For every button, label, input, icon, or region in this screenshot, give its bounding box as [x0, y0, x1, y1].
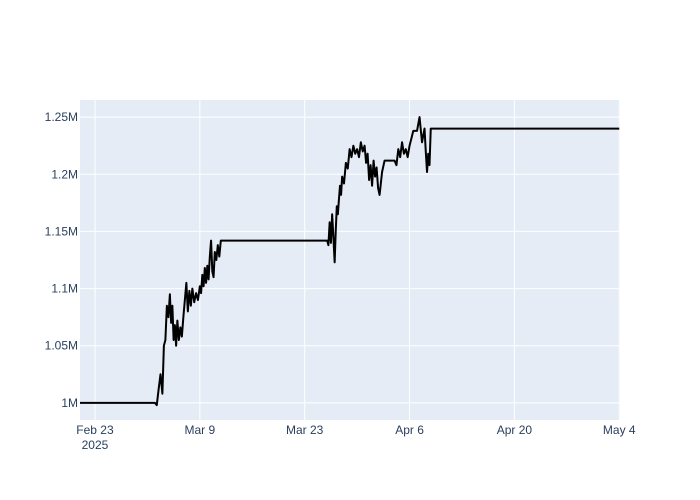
x-tick-label: Mar 9 [184, 423, 215, 437]
y-axis-ticks: 1M 1.05M 1.1M 1.15M 1.2M 1.25M [45, 110, 78, 410]
grid-lines [80, 100, 620, 420]
series-line-0 [80, 116, 620, 407]
x-tick-label: May 4 [603, 423, 636, 437]
y-tick-label: 1.25M [45, 110, 78, 124]
y-tick-label: 1.15M [45, 224, 78, 238]
y-tick-label: 1.2M [51, 167, 78, 181]
x-tick-label: Apr 20 [497, 423, 533, 437]
series-line-layer [80, 116, 620, 407]
x-tick-label: Feb 23 [76, 423, 114, 437]
x-tick-label: Apr 6 [395, 423, 424, 437]
plot-background [80, 100, 620, 420]
x-tick-label: Mar 23 [286, 423, 324, 437]
y-tick-label: 1M [61, 396, 78, 410]
y-tick-label: 1.1M [51, 282, 78, 296]
x-tick-year-label: 2025 [82, 438, 109, 452]
y-tick-label: 1.05M [45, 339, 78, 353]
